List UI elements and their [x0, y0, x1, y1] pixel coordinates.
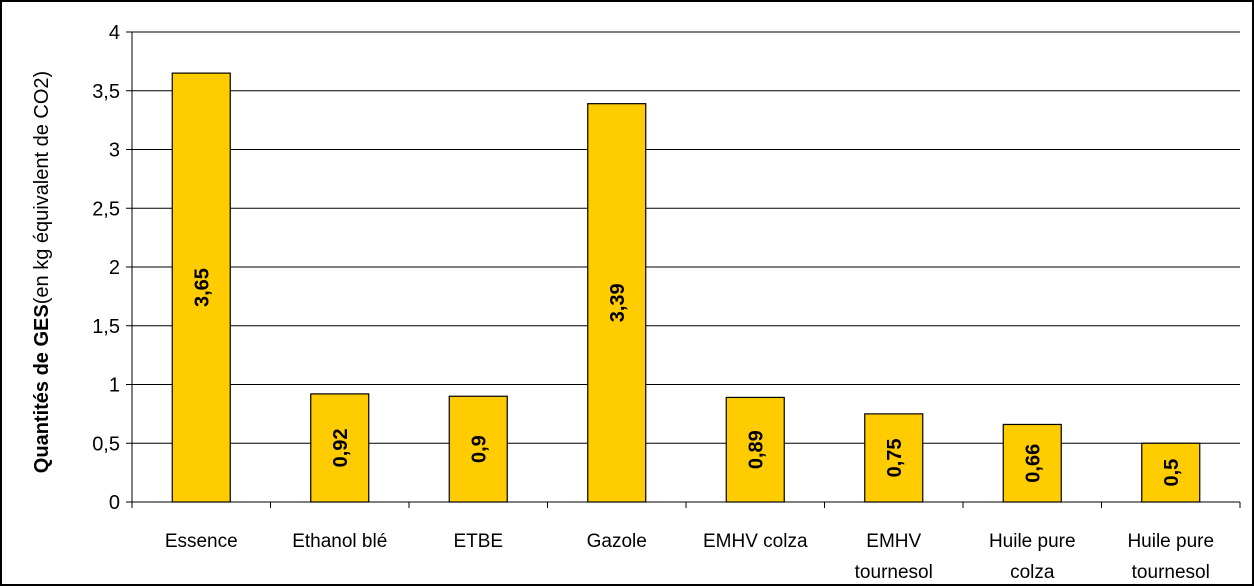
category-label: Essence: [165, 531, 238, 552]
category-label: Huile pure colza: [989, 531, 1076, 583]
y-axis-title-bold: Quantités de GES: [31, 304, 53, 473]
category-label-line: Essence: [165, 531, 238, 552]
category-label-line: EMHV colza: [703, 531, 808, 552]
labels: 0 0,5 1 1,5 2 2,5 3 3,5 4 3,65 Essence 0,92 Ethanol …: [92, 22, 1214, 583]
axes: [126, 31, 1241, 508]
bar: [310, 393, 370, 503]
data-label: 0,66: [1022, 444, 1044, 483]
y-tick-label: 2,5: [92, 198, 120, 220]
bars: [171, 72, 1201, 503]
category-label-line: colza: [1010, 562, 1055, 583]
category-label-line: tournesol: [1132, 562, 1210, 583]
category-label: Huile pure tournesol: [1127, 531, 1214, 583]
category-label: Gazole: [587, 531, 647, 552]
data-label: 0,75: [884, 438, 906, 477]
category-label-line: Ethanol blé: [292, 531, 387, 552]
data-label: 3,39: [607, 283, 629, 322]
data-label: 0,89: [745, 430, 767, 469]
category-label-line: EMHV: [866, 531, 921, 552]
data-label: 0,92: [330, 428, 352, 467]
bar: [448, 395, 508, 503]
y-tick-label: 4: [109, 22, 120, 44]
category-label: Ethanol blé: [292, 531, 387, 552]
bar: [864, 413, 924, 503]
category-label-line: ETBE: [453, 531, 503, 552]
y-axis-title-rest: (en kg équivalent de CO2): [31, 71, 53, 304]
category-label: EMHV colza: [703, 531, 808, 552]
bar: [1002, 423, 1062, 503]
category-label-line: tournesol: [855, 562, 933, 583]
y-axis-title: Quantités de GES(en kg équivalent de CO2…: [31, 71, 53, 473]
category-label: ETBE: [453, 531, 503, 552]
y-tick-label: 3,5: [92, 81, 120, 103]
y-tick-label: 3: [109, 140, 120, 162]
category-label-line: Huile pure: [1127, 531, 1214, 552]
y-tick-label: 1: [109, 375, 120, 397]
category-label: EMHV tournesol: [855, 531, 933, 583]
category-label-line: Gazole: [587, 531, 647, 552]
bar: [587, 103, 647, 503]
data-label: 3,65: [191, 268, 213, 307]
y-tick-label: 2: [109, 257, 120, 279]
category-label-line: Huile pure: [989, 531, 1076, 552]
bar: [171, 72, 231, 503]
y-tick-label: 1,5: [92, 316, 120, 338]
bar: [725, 396, 785, 503]
data-label: 0,5: [1161, 459, 1183, 487]
data-label: 0,9: [468, 435, 490, 463]
gridlines: [132, 31, 1240, 444]
bar: [1141, 442, 1201, 503]
y-tick-label: 0,5: [92, 433, 120, 455]
y-tick-label: 0: [109, 492, 120, 514]
